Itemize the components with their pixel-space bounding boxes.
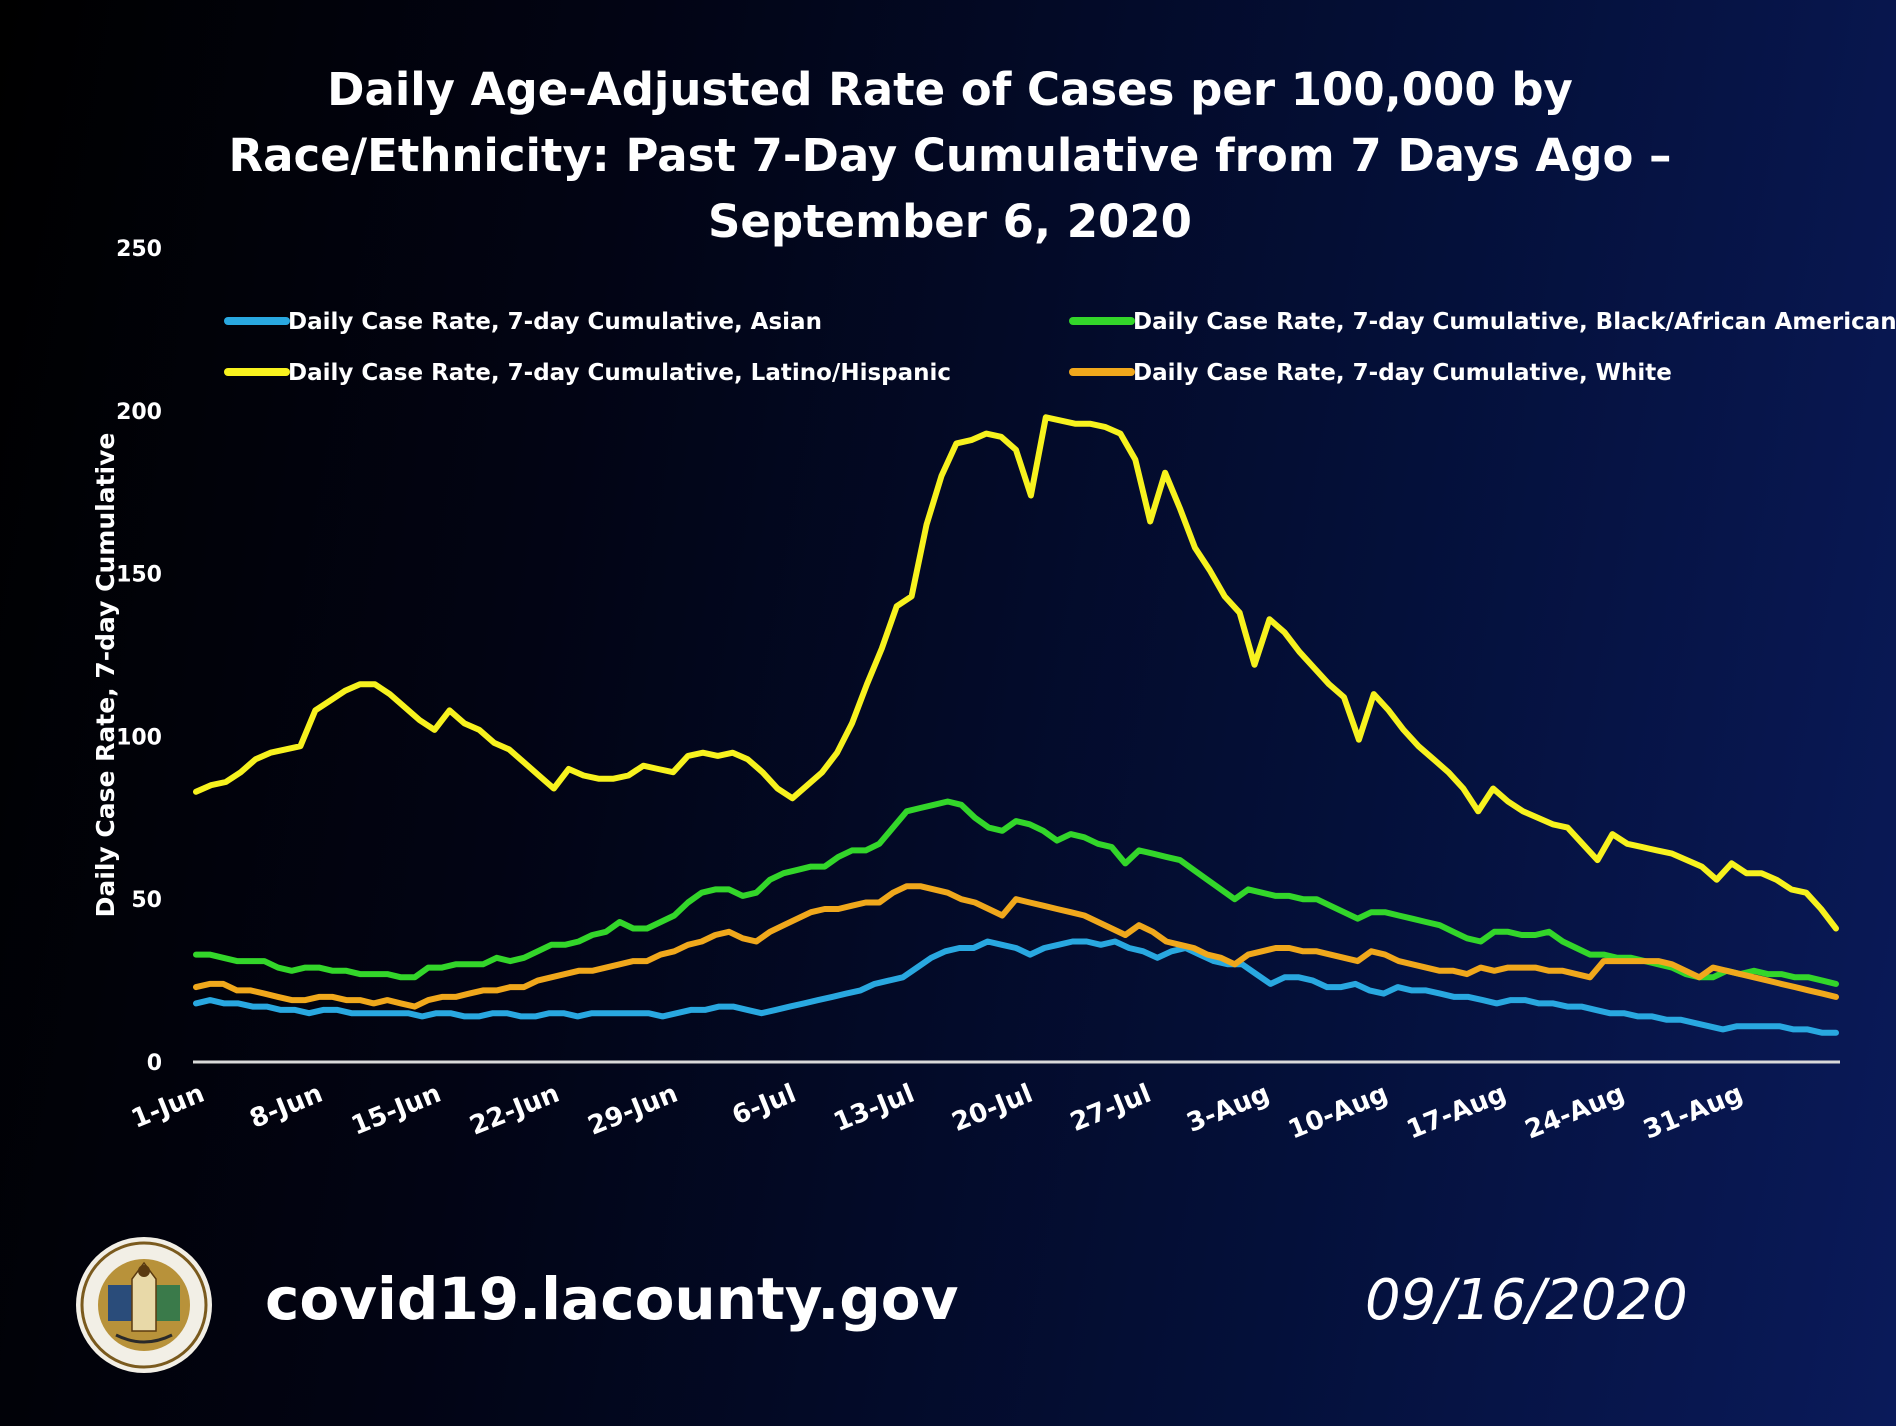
x-tick: 20-Jul [948,1079,1037,1138]
x-tick: 1-Jun [127,1079,208,1135]
series-lines [193,414,1839,1036]
x-tick: 27-Jul [1066,1079,1155,1138]
y-axis-ticks: 0 50 100 150 200 250 [116,237,162,1076]
x-tick-label: 27-Jul [1066,1079,1155,1138]
x-tick-label: 20-Jul [948,1079,1037,1138]
x-tick: 8-Jun [246,1079,327,1135]
chart-legend: Daily Case Rate, 7-day Cumulative, Asian… [224,309,1896,386]
legend-item: Daily Case Rate, 7-day Cumulative, Asian [224,309,822,335]
footer-date: 09/16/2020 [1365,1268,1688,1333]
x-tick-label: 24-Aug [1521,1079,1629,1146]
x-tick-label: 8-Jun [246,1079,327,1135]
legend-label: Daily Case Rate, 7-day Cumulative, White [1133,360,1672,386]
la-county-seal-icon [76,1237,212,1373]
series-line-1 [193,798,1839,987]
legend-item: Daily Case Rate, 7-day Cumulative, White [1069,360,1672,386]
chart-title: Daily Age-Adjusted Rate of Cases per 100… [228,63,1671,248]
x-tick-label: 15-Jun [347,1079,445,1142]
chart-title-line-2: Race/Ethnicity: Past 7-Day Cumulative fr… [228,129,1671,182]
y-tick-label: 150 [116,563,162,588]
x-tick-label: 3-Aug [1183,1079,1274,1139]
x-tick: 29-Jun [584,1079,682,1142]
y-axis-label: Daily Case Rate, 7-day Cumulative [91,433,120,918]
chart-title-line-3: September 6, 2020 [708,195,1192,248]
legend-label: Daily Case Rate, 7-day Cumulative, Latin… [288,360,951,386]
y-tick-label: 50 [131,888,162,913]
legend-label: Daily Case Rate, 7-day Cumulative, Black… [1133,309,1896,335]
footer-website: covid19.lacounty.gov [265,1265,959,1333]
series-line-0 [193,938,1839,1036]
legend-item: Daily Case Rate, 7-day Cumulative, Black… [1069,309,1896,335]
x-axis-ticks: 1-Jun 8-Jun 15-Jun 22-Jun 29-Jun 6-Jul 13-Jul 2… [127,1079,1747,1146]
x-tick: 24-Aug [1521,1079,1629,1146]
x-tick: 22-Jun [466,1079,564,1142]
x-tick-label: 10-Aug [1284,1079,1392,1146]
y-tick-label: 250 [116,237,162,262]
x-tick: 3-Aug [1183,1079,1274,1139]
y-tick-label: 0 [147,1051,162,1076]
x-tick: 15-Jun [347,1079,445,1142]
x-tick-label: 13-Jul [830,1079,919,1138]
x-tick-label: 1-Jun [127,1079,208,1135]
y-tick-label: 200 [116,400,162,425]
legend-item: Daily Case Rate, 7-day Cumulative, Latin… [224,360,951,386]
x-tick: 10-Aug [1284,1079,1392,1146]
x-tick-label: 31-Aug [1639,1079,1747,1146]
x-tick: 6-Jul [728,1079,800,1132]
x-tick-label: 6-Jul [728,1079,800,1132]
x-tick: 13-Jul [830,1079,919,1138]
x-tick: 17-Aug [1403,1079,1511,1146]
x-tick-label: 17-Aug [1403,1079,1511,1146]
series-line-2 [193,414,1839,932]
x-tick-label: 29-Jun [584,1079,682,1142]
x-tick: 31-Aug [1639,1079,1747,1146]
y-tick-label: 100 [116,725,162,750]
series-line-3 [193,883,1839,1010]
legend-label: Daily Case Rate, 7-day Cumulative, Asian [288,309,822,335]
x-tick-label: 22-Jun [466,1079,564,1142]
chart-title-line-1: Daily Age-Adjusted Rate of Cases per 100… [327,63,1573,116]
